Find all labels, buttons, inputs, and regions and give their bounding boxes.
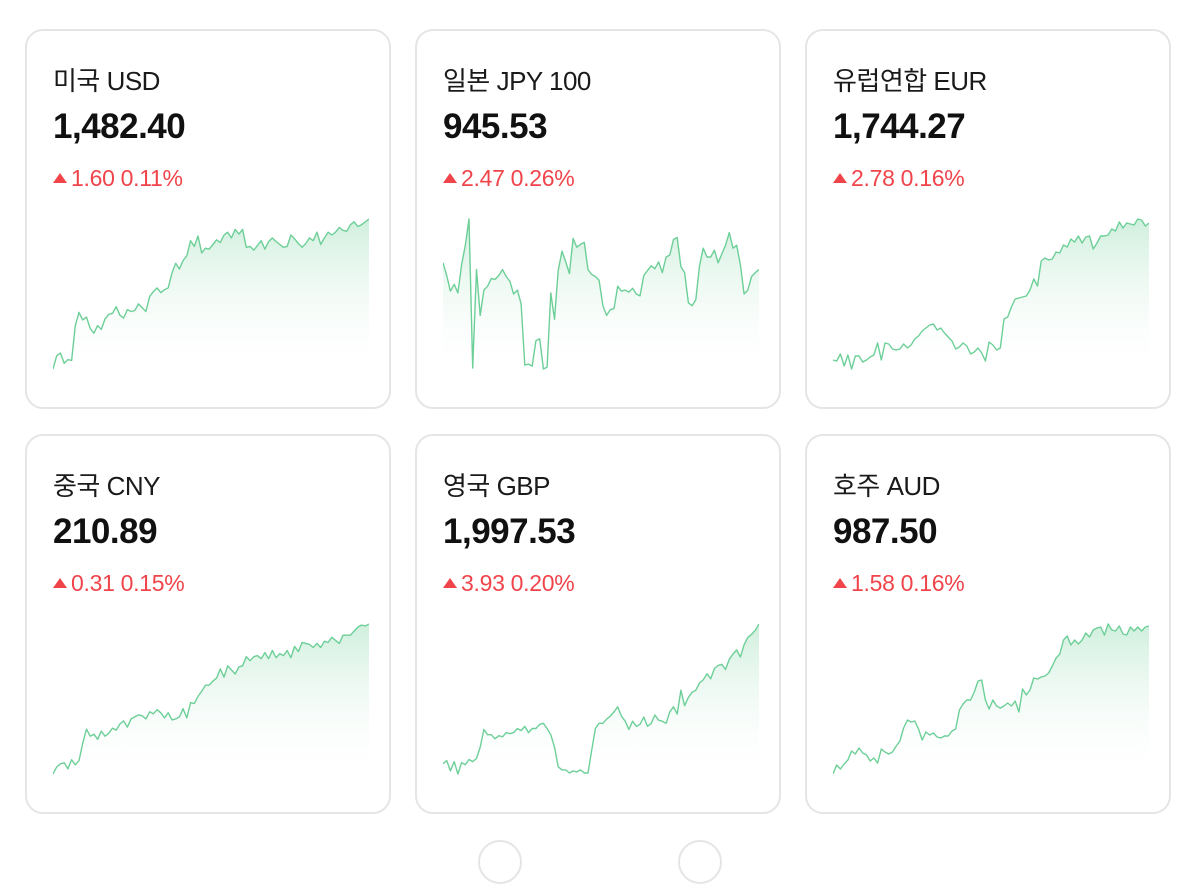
currency-name: 미국 USD <box>53 66 160 96</box>
rate-change: 1.60 0.11% <box>53 165 183 192</box>
rate-change: 3.93 0.20% <box>443 570 575 597</box>
rate-change-text: 3.93 0.20% <box>461 570 575 596</box>
sparkline-chart <box>833 218 1149 377</box>
currency-name: 유럽연합 EUR <box>833 66 987 96</box>
exchange-rate-value: 210.89 <box>53 512 158 551</box>
rate-card-gbp[interactable]: 영국 GBP 1,997.53 3.93 0.20% <box>415 434 781 814</box>
rate-card-aud[interactable]: 호주 AUD 987.50 1.58 0.16% <box>805 434 1171 814</box>
sparkline-chart <box>833 623 1149 782</box>
rate-change: 1.58 0.16% <box>833 570 965 597</box>
sparkline-area <box>53 219 369 377</box>
sparkline-line <box>443 623 759 775</box>
rate-card-jpy[interactable]: 일본 JPY 100 945.53 2.47 0.26% <box>415 29 781 409</box>
rate-change: 2.78 0.16% <box>833 165 965 192</box>
exchange-rate-value: 945.53 <box>443 107 548 146</box>
exchange-rate-value: 1,482.40 <box>53 107 186 146</box>
currency-name: 영국 GBP <box>443 471 550 501</box>
triangle-up-icon <box>443 578 457 588</box>
sparkline-chart <box>443 218 759 377</box>
rate-card-eur[interactable]: 유럽연합 EUR 1,744.27 2.78 0.16% <box>805 29 1171 409</box>
rate-change: 0.31 0.15% <box>53 570 185 597</box>
currency-name: 중국 CNY <box>53 471 160 501</box>
pager-next-button[interactable] <box>678 840 722 884</box>
exchange-rate-value: 1,744.27 <box>833 107 966 146</box>
currency-name: 일본 JPY 100 <box>443 66 591 96</box>
sparkline-line <box>53 623 369 775</box>
pager-prev-button[interactable] <box>478 840 522 884</box>
rate-change-text: 2.47 0.26% <box>461 165 575 191</box>
exchange-rate-value: 1,997.53 <box>443 512 576 551</box>
rate-card-cny[interactable]: 중국 CNY 210.89 0.31 0.15% <box>25 434 391 814</box>
rate-change-text: 2.78 0.16% <box>851 165 965 191</box>
exchange-rate-value: 987.50 <box>833 512 938 551</box>
sparkline-area <box>443 624 759 782</box>
sparkline-chart <box>53 218 369 377</box>
sparkline-area <box>53 624 369 782</box>
triangle-up-icon <box>833 578 847 588</box>
sparkline-area <box>833 219 1149 377</box>
triangle-up-icon <box>53 578 67 588</box>
triangle-up-icon <box>53 173 67 183</box>
sparkline-line <box>833 623 1149 775</box>
rate-card-usd[interactable]: 미국 USD 1,482.40 1.60 0.11% <box>25 29 391 409</box>
sparkline-chart <box>443 623 759 782</box>
exchange-rate-grid: 미국 USD 1,482.40 1.60 0.11% 일본 JPY 100 94… <box>25 29 1171 814</box>
sparkline-line <box>833 218 1149 370</box>
sparkline-chart <box>53 623 369 782</box>
rate-change-text: 1.58 0.16% <box>851 570 965 596</box>
triangle-up-icon <box>443 173 457 183</box>
sparkline-area <box>443 219 759 377</box>
currency-name: 호주 AUD <box>833 471 940 501</box>
sparkline-line <box>443 218 759 370</box>
sparkline-line <box>53 218 369 370</box>
rate-change-text: 0.31 0.15% <box>71 570 185 596</box>
sparkline-area <box>833 624 1149 782</box>
triangle-up-icon <box>833 173 847 183</box>
rate-change-text: 1.60 0.11% <box>71 165 183 191</box>
rate-change: 2.47 0.26% <box>443 165 575 192</box>
